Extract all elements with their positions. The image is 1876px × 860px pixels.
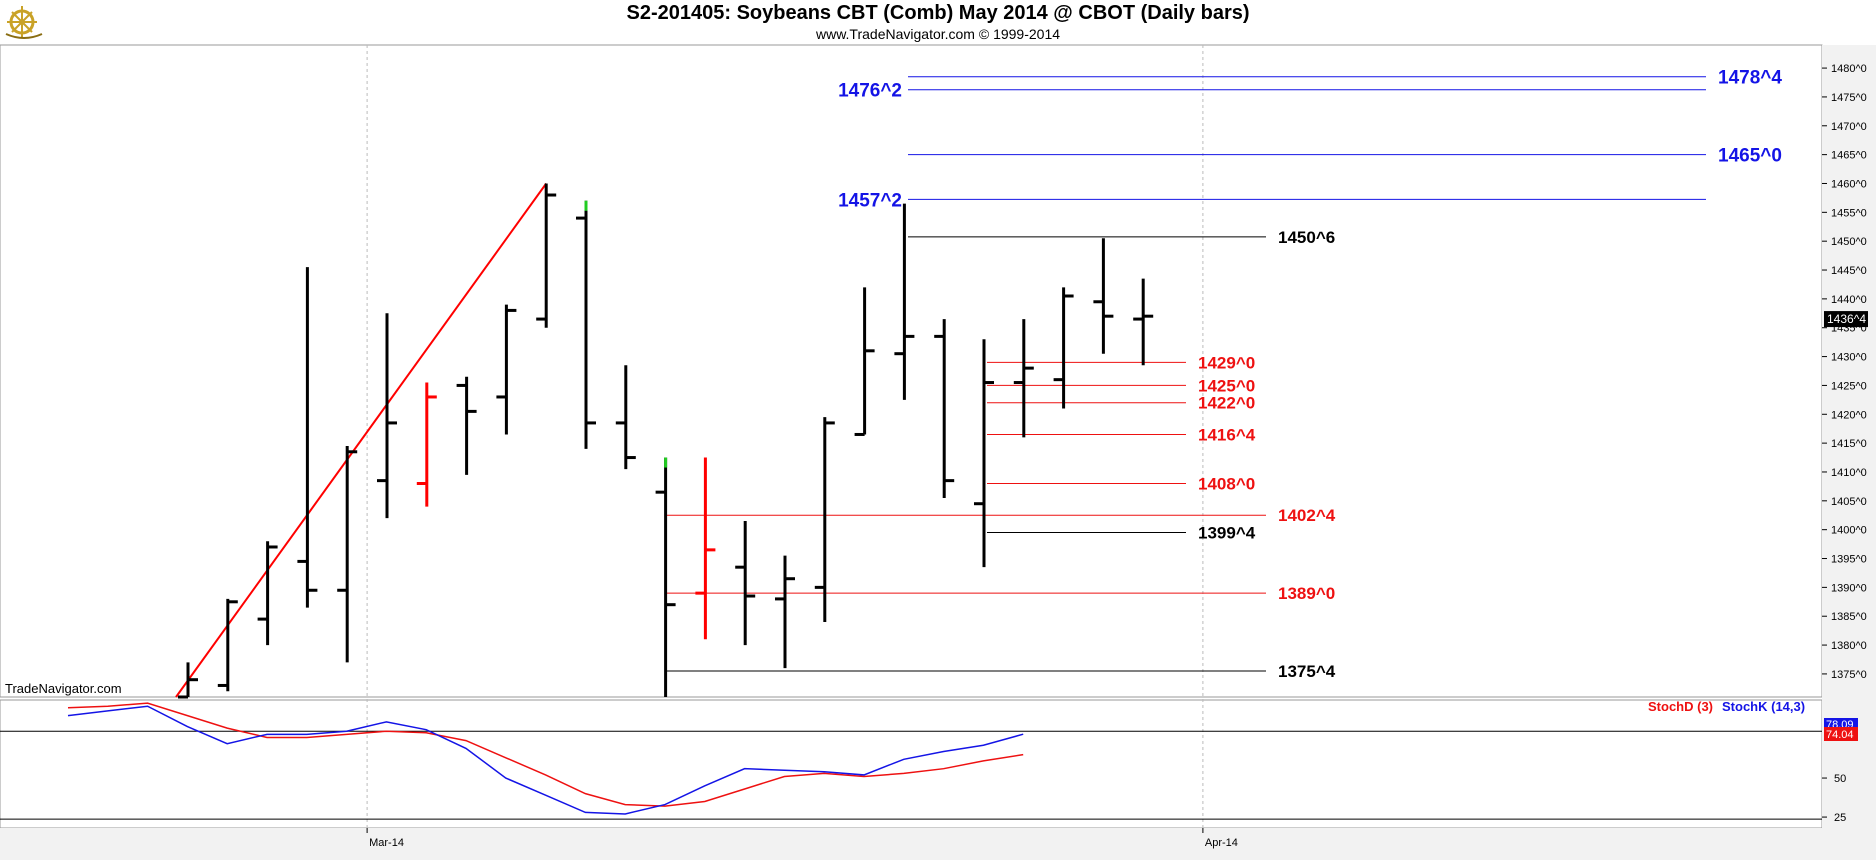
price-tick-label: 1375^0 [1831,669,1867,681]
axis-strip [1822,45,1876,828]
ohlc-bar [854,287,875,436]
price-tick-label: 1455^0 [1831,207,1867,219]
stoch-legend-item: StochD (3) [1648,699,1713,714]
ohlc-bar [1093,238,1114,354]
price-level-label: 1416^4 [1198,425,1256,444]
price-axis: 1375^0 1380^0 1385^0 1390^0 1395^0 1400^0 1405… [1822,63,1868,681]
date-tick-label: Mar-14 [369,837,404,849]
ohlc-bar [1133,278,1154,366]
stoch-legend-item: StochK (14,3) [1722,699,1805,714]
price-tick-label: 1395^0 [1831,554,1867,566]
stoch-tick-label: 25 [1834,812,1846,824]
price-tick-label: 1465^0 [1831,150,1867,162]
price-level-label: 1450^6 [1278,228,1335,247]
ohlc-bar [974,339,994,568]
stochastic-panel-bg [0,699,1823,829]
ohlc-bar [456,376,477,475]
price-level-label: 1399^4 [1198,524,1256,543]
price-tick-label: 1475^0 [1831,92,1867,104]
ohlc-bar [695,457,716,640]
ohlc-bar [536,183,557,328]
price-tick-label: 1390^0 [1831,582,1867,594]
price-tick-label: 1380^0 [1831,640,1867,652]
price-levels: 1478^4 1476^2 1465^0 1457^2 1450^6 1429^0 1425… [666,68,1782,681]
price-level-label: 1465^0 [1718,146,1782,167]
stoch-tick-label: 50 [1834,773,1846,785]
ohlc-bar [416,382,437,507]
ohlc-bar [615,365,636,470]
price-level-label: 1402^4 [1278,506,1336,525]
ohlc-bar [337,446,358,663]
ohlc-bars [178,183,1154,699]
price-tick-label: 1425^0 [1831,380,1867,392]
price-level-label: 1389^0 [1278,584,1335,603]
trend-line [175,182,548,698]
watermark: TradeNavigator.com [5,681,122,696]
price-level-label: 1478^4 [1718,68,1782,89]
ohlc-bar [178,662,198,699]
ohlc-bar [735,521,756,646]
price-level-label: 1476^2 [838,81,902,102]
trend-line-segment [175,182,548,698]
ohlc-bar [297,267,318,608]
ohlc-bar [496,304,517,435]
price-tick-label: 1400^0 [1831,525,1867,537]
ship-wheel-logo-icon [5,6,43,39]
price-tick-label: 1385^0 [1831,611,1867,623]
stoch-series-line [67,702,1024,807]
ohlc-bar [934,319,955,498]
ohlc-bar [1013,319,1034,438]
ohlc-bar [1053,287,1074,409]
price-level-label: 1429^0 [1198,353,1255,372]
price-level-label: 1422^0 [1198,394,1255,413]
price-tick-label: 1470^0 [1831,121,1867,133]
price-level-label: 1408^0 [1198,475,1255,494]
price-tick-label: 1415^0 [1831,438,1867,450]
price-tick-label: 1410^0 [1831,467,1867,479]
ohlc-bar [814,417,835,622]
ohlc-bar [655,457,676,697]
last-price-label: 1436^4 [1827,312,1866,326]
stoch-series-line [67,705,1024,815]
chart-title: S2-201405: Soybeans CBT (Comb) May 2014 … [626,2,1250,24]
ohlc-bar [217,598,238,692]
chart-frame [0,44,1876,860]
price-tick-label: 1450^0 [1831,236,1867,248]
ohlc-bar [377,313,397,519]
price-tick-label: 1445^0 [1831,265,1867,277]
price-tick-label: 1440^0 [1831,294,1867,306]
title-bar: S2-201405: Soybeans CBT (Comb) May 2014 … [0,0,1876,45]
ohlc-bar [894,203,915,400]
stochd-value-box [1824,727,1858,741]
chart-subtitle: www.TradeNavigator.com © 1999-2014 [815,26,1061,42]
price-panel [0,44,1823,698]
price-level-label: 1457^2 [838,190,902,211]
price-level-label: 1425^0 [1198,376,1255,395]
ohlc-bar [576,200,596,449]
date-axis: Mar-14 Apr-14 [366,828,1238,849]
price-tick-label: 1480^0 [1831,63,1867,75]
date-strip [0,828,1876,860]
price-tick-label: 1405^0 [1831,496,1867,508]
ohlc-bar [775,555,795,669]
price-tick-label: 1430^0 [1831,352,1867,364]
price-tick-label: 1420^0 [1831,409,1867,421]
date-tick-label: Apr-14 [1205,837,1238,849]
stochd-value: 74.04 [1826,729,1854,741]
price-level-label: 1375^4 [1278,662,1336,681]
price-tick-label: 1460^0 [1831,178,1867,190]
ohlc-bar [257,541,278,646]
last-price-box [1824,311,1868,328]
